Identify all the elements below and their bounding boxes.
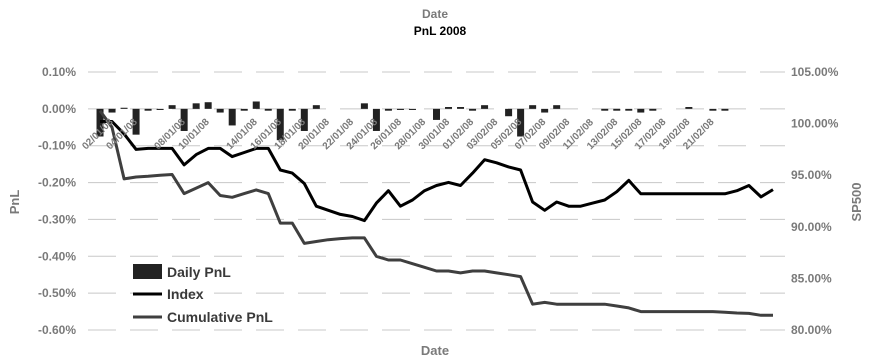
daily-pnl-bar: [457, 107, 465, 109]
daily-pnl-bar: [529, 105, 537, 109]
daily-pnl-bar: [517, 108, 525, 137]
daily-pnl-bar: [601, 108, 609, 111]
daily-pnl-bar: [445, 107, 453, 109]
left-tick-label: 0.00%: [42, 102, 76, 116]
left-tick-label: -0.40%: [38, 249, 76, 263]
right-tick-label: 80.00%: [791, 323, 832, 337]
daily-pnl-bar: [505, 108, 513, 117]
left-tick-label: 0.10%: [42, 65, 76, 79]
daily-pnl-bar: [625, 108, 633, 111]
daily-pnl-bar: [144, 108, 152, 111]
legend-label-daily-pnl: Daily PnL: [167, 264, 231, 280]
right-tick-label: 100.00%: [791, 117, 839, 131]
right-tick-label: 90.00%: [791, 220, 832, 234]
daily-pnl-bar: [180, 108, 188, 131]
daily-pnl-bar: [240, 108, 248, 111]
daily-pnl-bar: [553, 105, 561, 109]
chart-title: PnL 2008: [414, 24, 467, 38]
daily-pnl-bar: [360, 103, 368, 109]
left-tick-label: -0.30%: [38, 212, 76, 226]
y-axis-label-right: SP500: [849, 182, 864, 221]
daily-pnl-bar: [433, 108, 440, 120]
daily-pnl-bars: [96, 101, 729, 141]
left-tick-label: -0.10%: [38, 139, 76, 153]
daily-pnl-bar: [120, 107, 128, 109]
right-axis-ticks: 105.00% 100.00% 95.00% 90.00% 85.00% 80.00%: [791, 65, 839, 337]
daily-pnl-bar: [721, 108, 729, 111]
daily-pnl-bar: [204, 102, 212, 109]
daily-pnl-bar: [372, 108, 380, 131]
daily-pnl-bar: [108, 108, 116, 113]
top-axis-label: Date: [422, 7, 448, 21]
daily-pnl-bar: [396, 108, 404, 110]
daily-pnl-bar: [649, 108, 657, 111]
daily-pnl-bar: [709, 108, 717, 111]
daily-pnl-bar: [312, 105, 320, 109]
daily-pnl-bar: [408, 108, 416, 110]
daily-pnl-bar: [685, 107, 693, 109]
daily-pnl-bar: [228, 108, 236, 126]
legend: Daily PnL Index Cumulative PnL: [133, 264, 273, 325]
daily-pnl-bar: [288, 108, 296, 111]
series-lines: [98, 109, 774, 317]
daily-pnl-bar: [481, 105, 489, 109]
left-tick-label: -0.20%: [38, 176, 76, 190]
daily-pnl-bar: [384, 108, 392, 111]
daily-pnl-bar: [132, 108, 140, 135]
daily-pnl-bar: [216, 108, 224, 113]
daily-pnl-bar: [541, 108, 549, 113]
index-line: [100, 120, 774, 223]
cumulative-pnl-line: [98, 109, 773, 317]
right-tick-label: 85.00%: [791, 271, 832, 285]
left-tick-label: -0.50%: [38, 286, 76, 300]
left-tick-label: -0.60%: [38, 323, 76, 337]
legend-label-index: Index: [167, 286, 204, 302]
daily-pnl-bar: [469, 108, 477, 111]
daily-pnl-bar: [168, 105, 176, 109]
daily-pnl-bar: [156, 108, 164, 110]
left-axis-ticks: 0.10% 0.00% -0.10% -0.20% -0.30% -0.40% -0.50%…: [38, 65, 76, 337]
right-tick-label: 105.00%: [791, 65, 839, 79]
legend-label-cumulative-pnl: Cumulative PnL: [167, 309, 273, 325]
daily-pnl-bar: [264, 108, 272, 111]
daily-pnl-bar: [613, 108, 621, 111]
daily-pnl-bar: [252, 101, 260, 109]
daily-pnl-bar: [637, 108, 645, 113]
daily-pnl-bar: [300, 108, 308, 131]
daily-pnl-bar: [192, 103, 200, 109]
right-tick-label: 95.00%: [791, 168, 832, 182]
daily-pnl-bar: [276, 108, 284, 141]
x-axis-label: Date: [421, 343, 449, 358]
y-axis-label-left: PnL: [7, 190, 22, 215]
legend-swatch-daily-pnl: [133, 264, 162, 279]
